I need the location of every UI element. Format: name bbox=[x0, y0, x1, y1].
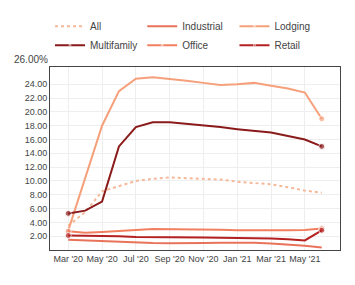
svg-text:Industrial: Industrial bbox=[182, 21, 223, 32]
svg-text:Lodging: Lodging bbox=[274, 21, 310, 32]
svg-text:16.00: 16.00 bbox=[25, 135, 48, 145]
svg-text:Mar '20: Mar '20 bbox=[53, 254, 83, 264]
svg-text:8.00: 8.00 bbox=[30, 190, 48, 200]
svg-text:20.00: 20.00 bbox=[25, 107, 48, 117]
svg-text:10.00: 10.00 bbox=[25, 176, 48, 186]
svg-text:22.00: 22.00 bbox=[25, 93, 48, 103]
svg-text:May '20: May '20 bbox=[86, 254, 117, 264]
svg-text:Jan '21: Jan '21 bbox=[223, 254, 252, 264]
svg-text:Mar '21: Mar '21 bbox=[256, 254, 286, 264]
svg-text:Retail: Retail bbox=[274, 40, 300, 51]
svg-text:All: All bbox=[90, 21, 101, 32]
svg-text:Office: Office bbox=[182, 40, 208, 51]
svg-text:Jul '20: Jul '20 bbox=[123, 254, 149, 264]
svg-text:6.00: 6.00 bbox=[30, 204, 48, 214]
svg-text:2.00: 2.00 bbox=[30, 231, 48, 241]
svg-text:24.00: 24.00 bbox=[25, 79, 48, 89]
svg-text:Multifamily: Multifamily bbox=[90, 40, 137, 51]
svg-text:14.00: 14.00 bbox=[25, 148, 48, 158]
svg-text:26.00%: 26.00% bbox=[14, 54, 48, 65]
svg-text:Sep '20: Sep '20 bbox=[155, 254, 185, 264]
svg-text:18.00: 18.00 bbox=[25, 121, 48, 131]
svg-text:Nov '20: Nov '20 bbox=[188, 254, 218, 264]
svg-text:May '21: May '21 bbox=[289, 254, 320, 264]
svg-text:4.00: 4.00 bbox=[30, 218, 48, 228]
svg-text:12.00: 12.00 bbox=[25, 162, 48, 172]
